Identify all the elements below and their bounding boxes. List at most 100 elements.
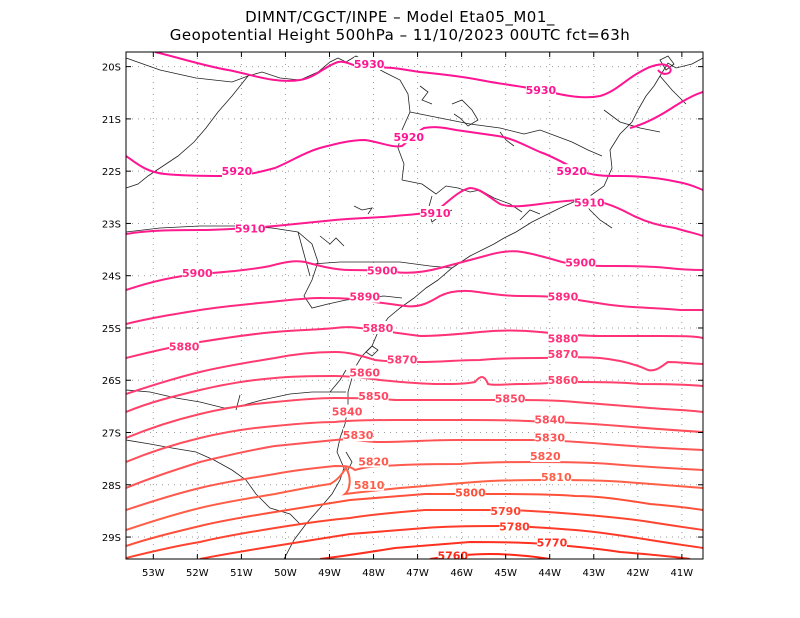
lon-label-45W: 45W xyxy=(494,568,517,579)
lon-label-46W: 46W xyxy=(450,568,473,579)
contour-5800 xyxy=(126,493,703,547)
contour-5890 xyxy=(126,289,703,325)
contour-label-5900: 5900 xyxy=(182,267,213,280)
contour-label-5870: 5870 xyxy=(387,353,418,366)
contour-label-bg xyxy=(358,454,389,468)
contour-label-5920: 5920 xyxy=(222,165,253,178)
lat-label-22S: 22S xyxy=(102,167,121,178)
contour-label-bg xyxy=(182,266,213,280)
contour-label-bg xyxy=(420,205,451,219)
contour-label-5910: 5910 xyxy=(420,207,451,220)
lon-label-43W: 43W xyxy=(582,568,605,579)
contour-label-bg xyxy=(354,57,385,71)
contour-label-bg xyxy=(490,503,521,517)
contour-label-5920: 5920 xyxy=(393,131,424,144)
lat-label-24S: 24S xyxy=(102,272,121,283)
contour-label-bg xyxy=(349,289,380,303)
contour-label-bg xyxy=(536,535,567,549)
contour-5910 xyxy=(126,186,703,237)
contour-label-bg xyxy=(221,164,252,178)
lon-label-47W: 47W xyxy=(406,568,429,579)
lon-label-51W: 51W xyxy=(230,568,253,579)
contour-label-5880: 5880 xyxy=(548,332,579,345)
contour-5870 xyxy=(126,350,703,395)
contour-label-bg xyxy=(547,373,578,387)
contour-label-bg xyxy=(393,130,424,144)
lon-label-48W: 48W xyxy=(362,568,385,579)
contour-label-bg xyxy=(534,430,565,444)
contour-label-bg xyxy=(455,485,486,499)
contour-5900 xyxy=(126,250,703,291)
map-frame xyxy=(125,51,704,560)
contour-5930-b xyxy=(629,91,703,129)
contour-label-bg xyxy=(362,320,393,334)
contour-label-bg xyxy=(367,263,398,277)
contour-5930 xyxy=(154,52,672,99)
lat-label-23S: 23S xyxy=(102,219,121,230)
contour-label-5900: 5900 xyxy=(367,264,398,277)
contour-label-5860: 5860 xyxy=(349,366,380,379)
map-title-line1: DIMNT/CGCT/INPE – Model Eta05_M01_ xyxy=(245,8,555,26)
contour-label-bg xyxy=(525,83,556,97)
contour-label-5790: 5790 xyxy=(490,505,521,518)
contour-label-bg xyxy=(547,347,578,361)
contour-5780 xyxy=(199,524,703,559)
contour-label-5840: 5840 xyxy=(534,413,565,426)
contour-5830 xyxy=(126,438,703,489)
contour-label-5860: 5860 xyxy=(548,374,579,387)
contour-label-5850: 5850 xyxy=(495,393,526,406)
lon-label-50W: 50W xyxy=(274,568,297,579)
contour-5810 xyxy=(126,466,703,531)
contour-label-5820: 5820 xyxy=(530,450,561,463)
lon-label-52W: 52W xyxy=(186,568,209,579)
contour-label-5780: 5780 xyxy=(499,521,530,534)
contour-label-5920: 5920 xyxy=(556,165,587,178)
contour-label-5850: 5850 xyxy=(358,390,389,403)
contour-label-bg xyxy=(358,388,389,402)
contour-label-5830: 5830 xyxy=(534,432,565,445)
contour-label-5910: 5910 xyxy=(574,197,605,210)
contour-label-5880: 5880 xyxy=(363,322,394,335)
map-title-line2: Geopotential Height 500hPa – 11/10/2023 … xyxy=(169,26,631,44)
lat-label-29S: 29S xyxy=(102,533,121,544)
contour-label-bg xyxy=(547,289,578,303)
lat-label-27S: 27S xyxy=(102,429,121,440)
contour-label-5880: 5880 xyxy=(169,340,200,353)
contour-label-bg xyxy=(169,339,200,353)
contour-5880 xyxy=(126,326,703,359)
contour-label-bg xyxy=(354,477,385,491)
lat-label-28S: 28S xyxy=(102,481,121,492)
contour-label-bg xyxy=(534,412,565,426)
contour-label-bg xyxy=(332,404,363,418)
contour-label-bg xyxy=(556,164,587,178)
contour-label-5900: 5900 xyxy=(565,257,596,270)
contour-label-bg xyxy=(387,352,418,366)
lon-label-53W: 53W xyxy=(142,568,165,579)
lat-label-25S: 25S xyxy=(102,324,121,335)
contour-label-5890: 5890 xyxy=(349,291,380,304)
lat-label-21S: 21S xyxy=(102,115,121,126)
contour-label-bg xyxy=(495,391,526,405)
contour-label-5830: 5830 xyxy=(343,429,374,442)
contour-label-bg xyxy=(547,331,578,345)
contour-label-bg xyxy=(349,365,380,379)
contour-label-5840: 5840 xyxy=(332,406,363,419)
contour-label-bg xyxy=(565,255,596,269)
lon-label-49W: 49W xyxy=(318,568,341,579)
contour-label-bg xyxy=(530,449,561,463)
contour-label-bg xyxy=(437,548,468,559)
contour-label-bg xyxy=(343,428,374,442)
contour-5840 xyxy=(126,418,703,463)
contour-label-5810: 5810 xyxy=(541,471,572,484)
lon-label-41W: 41W xyxy=(671,568,694,579)
contour-label-5820: 5820 xyxy=(358,455,389,468)
axis-ticks xyxy=(126,52,703,559)
contour-label-5800: 5800 xyxy=(455,487,486,500)
contour-label-bg xyxy=(235,221,266,235)
contour-label-5930: 5930 xyxy=(354,58,385,71)
contour-label-5770: 5770 xyxy=(537,536,568,549)
contour-label-5930: 5930 xyxy=(526,84,557,97)
contour-label-5810: 5810 xyxy=(354,479,385,492)
contour-label-bg xyxy=(574,195,605,209)
